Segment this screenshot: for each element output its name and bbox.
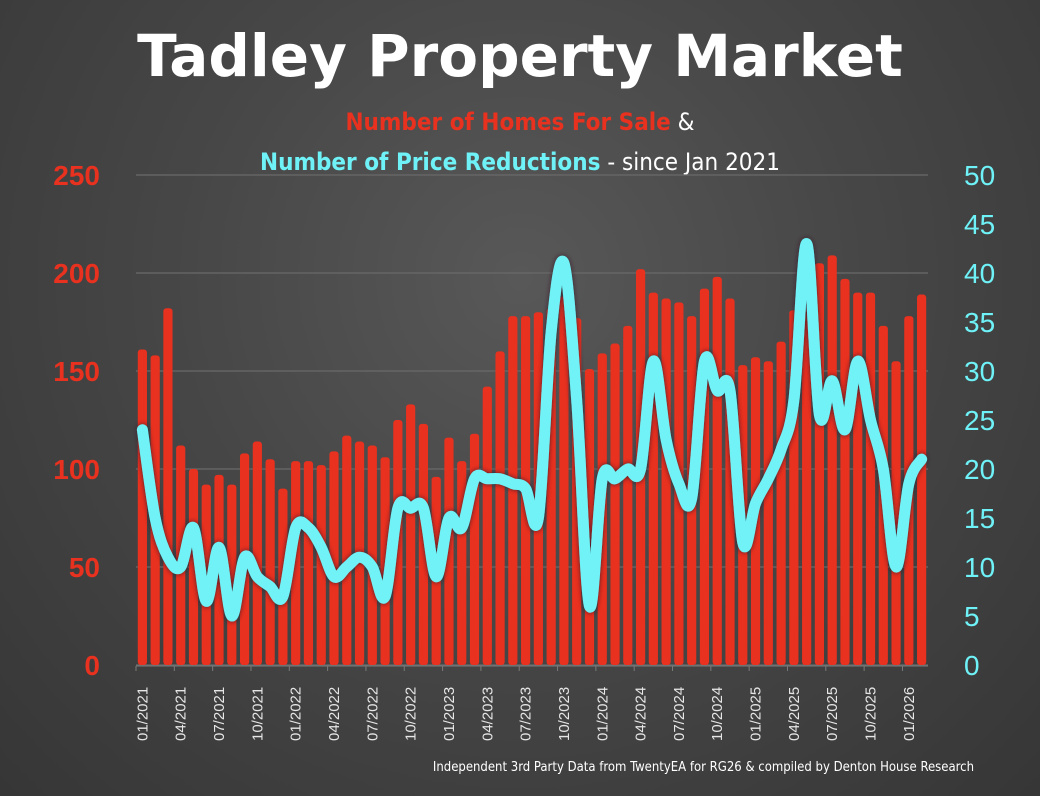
x-tick-label: 07/2022 <box>364 687 381 741</box>
bar-01-2022 <box>291 461 301 665</box>
right-tick-label: 20 <box>964 454 995 485</box>
right-tick-label: 25 <box>964 405 995 436</box>
bar-08-2022 <box>380 457 390 665</box>
right-tick-label: 30 <box>964 356 995 387</box>
bar-03-2023 <box>469 433 480 665</box>
right-tick-label: 10 <box>964 552 995 583</box>
bars-homes-for-sale <box>137 255 927 666</box>
bar-03-2021 <box>163 308 173 665</box>
x-tick-label: 07/2023 <box>518 687 535 741</box>
left-tick-label: 200 <box>53 258 100 289</box>
x-tick-label: 04/2025 <box>786 687 803 741</box>
subtitle-homes-for-sale: Number of Homes For Sale <box>345 108 671 136</box>
right-tick-label: 35 <box>964 307 995 338</box>
bar-01-2023 <box>444 437 454 665</box>
bar-02-2026 <box>917 294 927 665</box>
bar-10-2023 <box>559 296 569 665</box>
right-tick-label: 5 <box>964 601 980 632</box>
bar-02-2024 <box>610 343 620 665</box>
line-price-reductions <box>136 238 928 622</box>
x-tick-label: 10/2021 <box>249 687 266 741</box>
left-tick-label: 50 <box>69 552 100 583</box>
x-tick-label: 01/2021 <box>134 687 151 741</box>
left-tick-label: 100 <box>53 454 100 485</box>
right-tick-label: 40 <box>964 258 995 289</box>
x-tick-label: 01/2025 <box>748 687 765 741</box>
subtitle-ampersand: & <box>670 108 695 136</box>
right-tick-label: 50 <box>964 160 995 191</box>
source-footnote: Independent 3rd Party Data from TwentyEA… <box>432 760 974 775</box>
bar-09-2025 <box>853 292 863 665</box>
subtitle-since: - since Jan 2021 <box>600 148 780 176</box>
bar-02-2025 <box>763 361 773 665</box>
x-tick-label: 04/2021 <box>173 687 190 741</box>
x-tick-label: 01/2023 <box>441 687 458 741</box>
chart-subtitle-line1: Number of Homes For Sale & <box>0 108 1040 136</box>
bar-03-2024 <box>623 325 633 665</box>
bar-07-2025 <box>827 255 837 666</box>
x-axis: 01/2021 04/2021 07/2021 10/2021 01/2022 04/20… <box>134 665 928 741</box>
x-tick-label: 07/2021 <box>211 687 228 741</box>
price-reductions-line <box>136 238 928 622</box>
x-tick-label: 04/2024 <box>633 687 650 741</box>
bar-02-2023 <box>457 461 467 665</box>
right-tick-label: 0 <box>964 650 980 681</box>
bar-10-2024 <box>712 276 722 665</box>
bar-11-2022 <box>418 423 429 665</box>
x-tick-label: 10/2022 <box>403 687 420 741</box>
right-axis: 0 5 10 15 20 25 30 35 40 45 50 <box>964 160 995 681</box>
x-tick-label: 01/2024 <box>594 687 611 741</box>
bar-04-2022 <box>329 451 339 665</box>
x-tick-label: 10/2023 <box>556 687 573 741</box>
right-tick-label: 45 <box>964 209 995 240</box>
bar-10-2025 <box>865 292 876 665</box>
bar-06-2023 <box>508 316 518 665</box>
bar-07-2022 <box>367 445 377 665</box>
x-tick-label: 10/2024 <box>709 687 726 741</box>
x-tick-label: 10/2025 <box>863 687 880 741</box>
x-tick-label: 01/2022 <box>288 687 305 741</box>
left-tick-label: 150 <box>53 356 100 387</box>
bar-04-2023 <box>482 386 492 665</box>
right-tick-label: 15 <box>964 503 995 534</box>
bar-05-2021 <box>188 469 199 665</box>
bar-10-2022 <box>406 404 416 665</box>
x-tick-label: 07/2024 <box>671 687 688 741</box>
bar-05-2023 <box>495 351 505 665</box>
left-tick-label: 250 <box>53 160 100 191</box>
bar-05-2022 <box>342 435 352 665</box>
x-tick-label: 04/2022 <box>326 687 343 741</box>
bar-01-2021 <box>137 349 147 665</box>
x-tick-label: 01/2026 <box>901 687 918 741</box>
bar-03-2025 <box>776 341 786 665</box>
bar-02-2022 <box>303 461 314 665</box>
bar-10-2021 <box>252 441 262 665</box>
x-tick-label: 07/2025 <box>824 687 841 741</box>
bar-06-2024 <box>661 298 671 665</box>
bar-08-2025 <box>840 278 850 665</box>
bar-12-2025 <box>891 361 901 665</box>
x-tick-label: 04/2023 <box>479 687 496 741</box>
subtitle-price-reductions: Number of Price Reductions <box>260 148 601 176</box>
chart-title: Tadley Property Market <box>137 22 903 90</box>
bar-03-2022 <box>316 465 326 665</box>
bar-05-2024 <box>648 292 658 665</box>
bar-11-2021 <box>265 459 275 665</box>
left-tick-label: 0 <box>84 650 100 681</box>
bar-09-2024 <box>699 288 710 665</box>
bar-05-2025 <box>802 273 812 665</box>
left-axis: 0 50 100 150 200 250 <box>53 160 100 681</box>
chart-subtitle-line2: Number of Price Reductions - since Jan 2… <box>0 148 1040 176</box>
